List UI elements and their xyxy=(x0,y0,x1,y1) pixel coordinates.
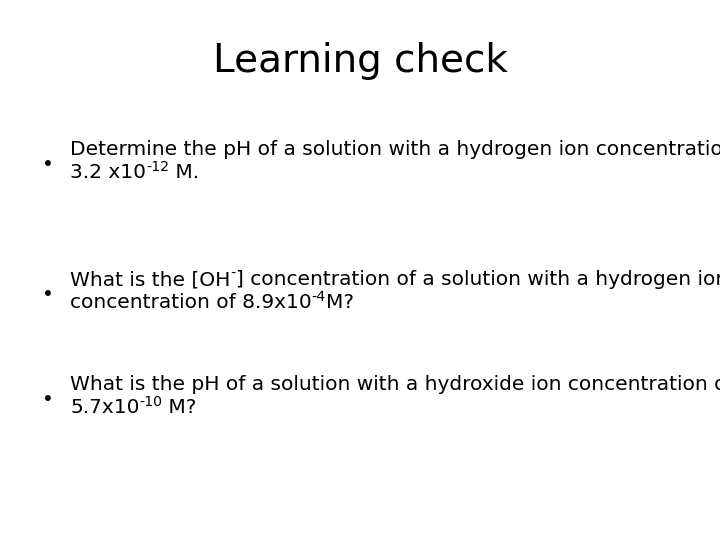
Text: •: • xyxy=(42,155,54,174)
Text: -: - xyxy=(230,267,235,281)
Text: Learning check: Learning check xyxy=(212,42,508,80)
Text: M?: M? xyxy=(163,398,197,417)
Text: -12: -12 xyxy=(146,160,169,174)
Text: 5.7x10: 5.7x10 xyxy=(70,398,140,417)
Text: •: • xyxy=(42,390,54,409)
Text: •: • xyxy=(42,285,54,304)
Text: What is the [OH: What is the [OH xyxy=(70,270,230,289)
Text: What is the pH of a solution with a hydroxide ion concentration of: What is the pH of a solution with a hydr… xyxy=(70,375,720,394)
Text: ] concentration of a solution with a hydrogen ion: ] concentration of a solution with a hyd… xyxy=(235,270,720,289)
Text: concentration of 8.9x10: concentration of 8.9x10 xyxy=(70,293,312,312)
Text: 3.2 x10: 3.2 x10 xyxy=(70,163,146,182)
Text: M.: M. xyxy=(169,163,199,182)
Text: M?: M? xyxy=(326,293,354,312)
Text: -4: -4 xyxy=(312,290,326,304)
Text: Determine the pH of a solution with a hydrogen ion concentration of: Determine the pH of a solution with a hy… xyxy=(70,140,720,159)
Text: -10: -10 xyxy=(140,395,163,409)
